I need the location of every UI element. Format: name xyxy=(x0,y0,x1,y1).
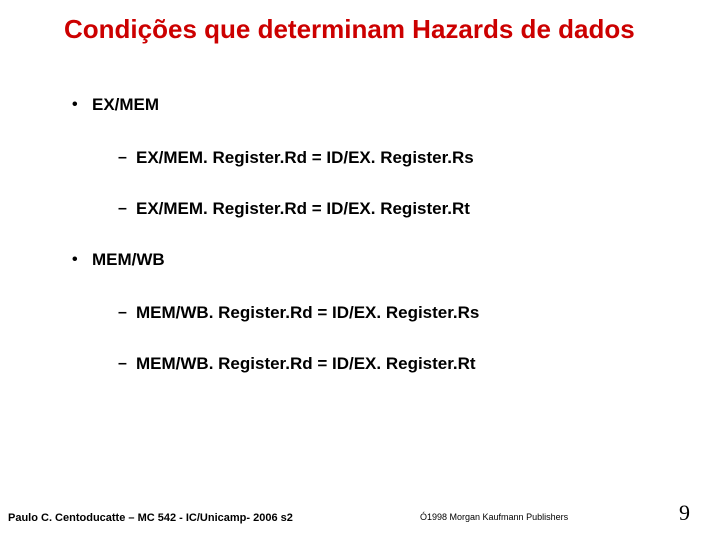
footer-copyright: Ó1998 Morgan Kaufmann Publishers xyxy=(420,512,568,522)
bullet-text: EX/MEM. Register.Rd = ID/EX. Register.Rs xyxy=(136,148,474,167)
bullet-text: MEM/WB. Register.Rd = ID/EX. Register.Rs xyxy=(136,303,479,322)
bullet-mem-wb: MEM/WB xyxy=(72,249,690,272)
subbullet-ex-mem-rs: EX/MEM. Register.Rd = ID/EX. Register.Rs xyxy=(72,147,690,170)
footer-author: Paulo C. Centoducatte – MC 542 - IC/Unic… xyxy=(8,512,293,524)
bullet-text: MEM/WB. Register.Rd = ID/EX. Register.Rt xyxy=(136,354,476,373)
bullet-text: EX/MEM. Register.Rd = ID/EX. Register.Rt xyxy=(136,199,470,218)
bullet-ex-mem: EX/MEM xyxy=(72,94,690,117)
subbullet-ex-mem-rt: EX/MEM. Register.Rd = ID/EX. Register.Rt xyxy=(72,198,690,221)
slide-content: EX/MEM EX/MEM. Register.Rd = ID/EX. Regi… xyxy=(72,94,690,404)
subbullet-mem-wb-rt: MEM/WB. Register.Rd = ID/EX. Register.Rt xyxy=(72,353,690,376)
bullet-text: MEM/WB xyxy=(92,250,165,269)
page-number: 9 xyxy=(679,500,690,526)
bullet-text: EX/MEM xyxy=(92,95,159,114)
slide-title: Condições que determinam Hazards de dado… xyxy=(64,14,700,45)
subbullet-mem-wb-rs: MEM/WB. Register.Rd = ID/EX. Register.Rs xyxy=(72,302,690,325)
slide: Condições que determinam Hazards de dado… xyxy=(0,0,720,540)
